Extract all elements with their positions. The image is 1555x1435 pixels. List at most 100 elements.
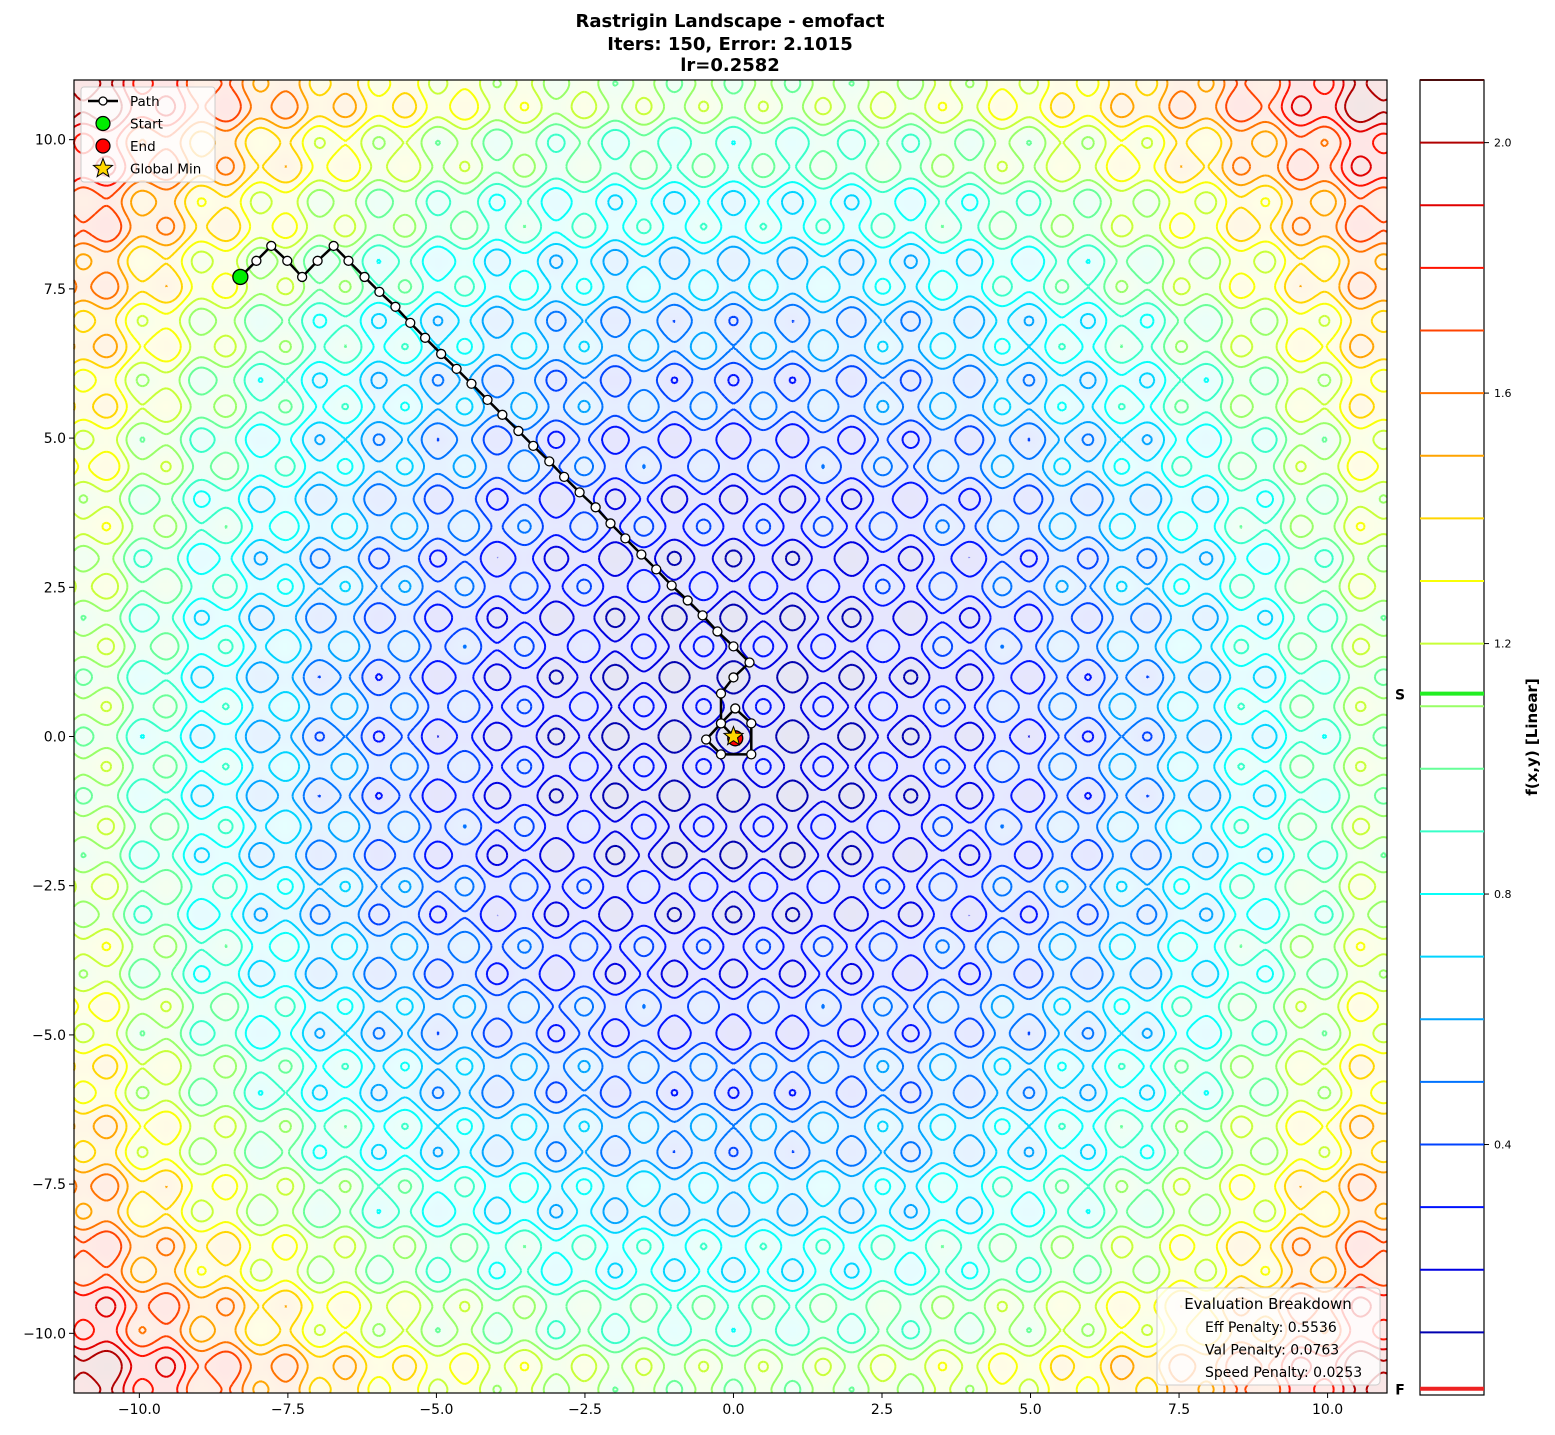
legend-star-icon bbox=[92, 157, 114, 178]
path-point bbox=[574, 487, 585, 498]
start-marker bbox=[232, 268, 249, 286]
legend-end-circle-icon bbox=[95, 138, 111, 154]
path-point bbox=[374, 286, 385, 298]
legend-label: Global Min bbox=[130, 162, 201, 178]
y-tick-label: −2.5 bbox=[32, 879, 66, 895]
path-point bbox=[419, 332, 431, 343]
path-point bbox=[282, 255, 293, 266]
path-point bbox=[359, 271, 370, 283]
y-tick-label: −7.5 bbox=[32, 1177, 66, 1193]
y-tick-label: 2.5 bbox=[44, 580, 66, 596]
optimization-path bbox=[232, 240, 757, 760]
path-point bbox=[682, 595, 693, 606]
path-point bbox=[620, 533, 631, 544]
annotation-line: Val Penalty: 0.0763 bbox=[1205, 1343, 1339, 1359]
colorbar-marker-label: S bbox=[1395, 688, 1405, 704]
path-point bbox=[497, 409, 508, 420]
contour-level-0.7 bbox=[189, 189, 1278, 1284]
contour-level-0.9 bbox=[125, 125, 1342, 1348]
global-min-star-icon bbox=[722, 725, 745, 746]
legend-start-circle-icon bbox=[95, 115, 111, 132]
contour-level-0.2 bbox=[436, 484, 1031, 989]
contour-level-1.1 bbox=[73, 79, 1388, 1394]
path-point bbox=[251, 255, 262, 266]
chart-title-line-2: Iters: 150, Error: 2.1015 bbox=[607, 34, 852, 55]
path-point bbox=[746, 718, 757, 729]
y-tick-label: 5.0 bbox=[44, 431, 66, 447]
chart-title-line-1: Rastrigin Landscape - emofact bbox=[575, 11, 884, 32]
x-tick-label: −2.5 bbox=[568, 1402, 602, 1418]
colorbar-tick-label: 0.8 bbox=[1494, 888, 1512, 901]
path-point bbox=[636, 549, 647, 560]
legend-box bbox=[80, 86, 216, 183]
colorbar-label: f(x,y) [Linear] bbox=[1523, 678, 1541, 795]
path-point bbox=[728, 672, 739, 683]
path-point bbox=[266, 240, 277, 252]
path-point bbox=[466, 378, 477, 389]
x-tick-label: 7.5 bbox=[1168, 1402, 1190, 1418]
y-tick-label: −5.0 bbox=[32, 1028, 66, 1044]
path-point bbox=[343, 255, 354, 266]
path-point bbox=[712, 626, 723, 637]
contour-level-0.6 bbox=[244, 245, 1223, 1228]
annotation-box bbox=[1156, 1287, 1381, 1386]
path-point bbox=[697, 610, 708, 621]
path-point bbox=[590, 502, 601, 513]
x-tick-label: 2.5 bbox=[871, 1402, 893, 1418]
colorbar: S F 0.4 0.8 1.2 1.6 2.0 f(x,y) [Linear] bbox=[1395, 79, 1541, 1399]
axes: −10.0 −7.5 −5.0 −2.5 0.0 2.5 5.0 7.5 10.0 −10.0 −7… bbox=[23, 133, 1343, 1418]
path-point bbox=[312, 255, 323, 266]
path-point bbox=[651, 564, 662, 575]
contour-level-0.1 bbox=[547, 549, 920, 924]
path-point bbox=[405, 317, 416, 329]
legend-label: Path bbox=[130, 94, 160, 110]
evaluation-breakdown-box: Evaluation Breakdown Eff Penalty: 0.5536 V… bbox=[1156, 1287, 1381, 1386]
legend-label: Start bbox=[130, 117, 163, 133]
contour-lines bbox=[73, 79, 1388, 1394]
colorbar-tick-label: 2.0 bbox=[1494, 137, 1512, 150]
path-point bbox=[666, 580, 677, 591]
path-point bbox=[605, 518, 616, 529]
x-tick-label: −7.5 bbox=[271, 1402, 305, 1418]
colorbar-marker-label: F bbox=[1395, 1383, 1405, 1399]
x-tick-label: −5.0 bbox=[419, 1402, 453, 1418]
path-point bbox=[296, 271, 308, 283]
contour-level-0.5 bbox=[301, 302, 1166, 1171]
legend-label: End bbox=[130, 139, 156, 155]
path-point bbox=[436, 348, 447, 360]
colorbar-tick-label: 1.2 bbox=[1494, 638, 1512, 651]
contour-level-1.3 bbox=[73, 79, 1388, 1394]
y-tick-label: −10.0 bbox=[23, 1326, 66, 1342]
annotation-line: Speed Penalty: 0.0253 bbox=[1205, 1365, 1362, 1381]
y-tick-label: 10.0 bbox=[35, 133, 66, 149]
x-tick-label: 10.0 bbox=[1312, 1402, 1343, 1418]
path-point bbox=[482, 394, 493, 406]
path-point bbox=[544, 456, 555, 467]
legend-path-marker-icon bbox=[98, 96, 108, 106]
legend: Path Start End Global Min bbox=[80, 86, 216, 183]
path-point bbox=[730, 703, 741, 714]
path-point bbox=[728, 641, 739, 652]
path-point bbox=[390, 301, 401, 312]
colorbar-frame bbox=[1419, 79, 1485, 1396]
contour-level-0.8 bbox=[139, 140, 1328, 1333]
contour-level-1.6 bbox=[73, 79, 1388, 1394]
path-point bbox=[715, 718, 727, 729]
contour-level-0.4 bbox=[314, 315, 1153, 1158]
path-point bbox=[746, 749, 757, 760]
y-tick-label: 0.0 bbox=[44, 730, 66, 746]
x-tick-label: −10.0 bbox=[118, 1402, 161, 1418]
colorbar-tick-label: 1.6 bbox=[1494, 387, 1512, 400]
colorbar-tick-label: 0.4 bbox=[1494, 1139, 1512, 1152]
path-point bbox=[715, 749, 727, 760]
x-tick-label: 5.0 bbox=[1019, 1402, 1041, 1418]
path-point bbox=[700, 734, 712, 745]
path-point bbox=[715, 688, 727, 699]
annotation-line: Eff Penalty: 0.5536 bbox=[1205, 1320, 1337, 1336]
path-point bbox=[328, 240, 339, 252]
path-point bbox=[558, 471, 570, 483]
path-point bbox=[744, 657, 755, 668]
chart-title-line-3: lr=0.2582 bbox=[680, 55, 780, 76]
path-point bbox=[513, 425, 524, 437]
